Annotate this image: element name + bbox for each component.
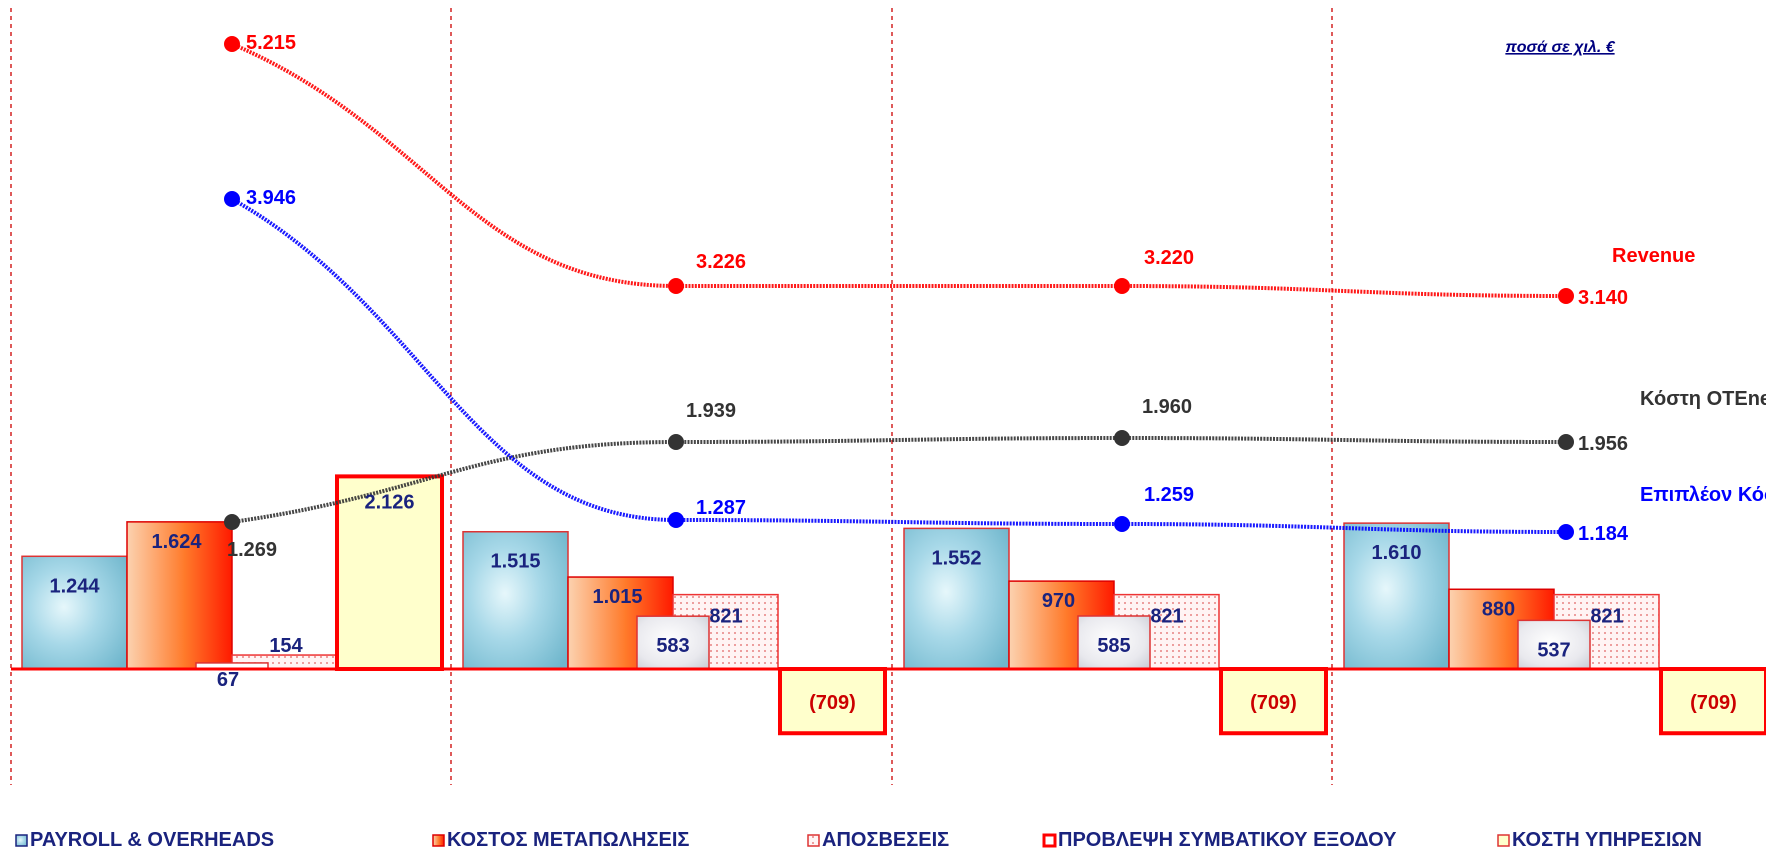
- line-series-name: Revenue: [1612, 245, 1695, 267]
- line-value-label: 5.215: [246, 32, 296, 54]
- legend-item-label: ΚΟΣΤΟΣ ΜΕΤΑΠΩΛΗΣΕΙΣ: [447, 829, 689, 851]
- line-value-label: 1.960: [1142, 396, 1192, 418]
- line-point: [1114, 430, 1130, 446]
- bar-services: [1517, 619, 1591, 670]
- line-value-label: 3.946: [246, 187, 296, 209]
- line-value-label: 1.184: [1578, 523, 1629, 545]
- bar-label-depreciation: 821: [1590, 606, 1623, 628]
- bar-label-services: 67: [217, 669, 239, 691]
- line-point: [1114, 516, 1130, 532]
- legend-item-label: PAYROLL & OVERHEADS: [30, 829, 274, 851]
- line-value-label: 3.220: [1144, 247, 1194, 269]
- line-value-label: 1.939: [686, 400, 736, 422]
- bar-label-cost-resale: 880: [1482, 598, 1515, 620]
- unit-note: ποσά σε χιλ. €: [1505, 39, 1615, 56]
- line-value-label: 1.956: [1578, 433, 1628, 455]
- lines: [224, 36, 1574, 540]
- group-separators: [10, 8, 1333, 785]
- line-point: [668, 512, 684, 528]
- bar-label-payroll: 1.610: [1371, 542, 1421, 564]
- line-value-label: 3.226: [696, 251, 746, 273]
- line-point: [1114, 278, 1130, 294]
- bar-provision: [1219, 667, 1328, 736]
- bar-payroll: [1343, 522, 1450, 670]
- bar-label-cost-resale: 1.015: [592, 586, 642, 608]
- legend-swatch: [1042, 833, 1057, 848]
- bar-services: [1077, 615, 1151, 670]
- bar-label-depreciation: 154: [269, 635, 303, 657]
- bar-label-payroll: 1.515: [490, 551, 540, 573]
- bar-provision: [778, 667, 887, 736]
- line-0: [231, 42, 1567, 298]
- legend-item-label: ΠΡΟΒΛΕΨΗ ΣΥΜΒΑΤΙΚΟΥ ΕΞΟΔΟΥ: [1058, 829, 1397, 851]
- line-point: [668, 434, 684, 450]
- bar-label-payroll: 1.552: [931, 547, 981, 569]
- line-point: [224, 514, 240, 530]
- line-point: [668, 278, 684, 294]
- line-value-label: 1.287: [696, 497, 746, 519]
- line-point: [1558, 524, 1574, 540]
- bar-label-provision: (709): [809, 692, 856, 714]
- line-2: [231, 197, 1567, 534]
- bar-label-cost-resale: 970: [1042, 590, 1075, 612]
- bar-payroll: [462, 530, 569, 670]
- bar-label-provision: (709): [1690, 692, 1737, 714]
- legend-item-label: ΚΟΣΤΗ ΥΠΗΡΕΣΙΩΝ: [1512, 829, 1702, 851]
- data-labels: 1.244 1.624 154 67 2.126 1.515 1.015 821 583 (709…: [49, 32, 1766, 714]
- bar-label-cost-resale: 1.624: [151, 531, 202, 553]
- bar-payroll: [21, 555, 128, 670]
- legend-swatch: [807, 834, 820, 847]
- legend-swatch: [1497, 834, 1510, 847]
- line-value-label: 1.269: [227, 539, 277, 561]
- bar-label-depreciation: 821: [1150, 606, 1183, 628]
- line-series-name: Κόστη OTEnet: [1640, 388, 1766, 410]
- line-value-label: 3.140: [1578, 287, 1628, 309]
- line-1: [231, 435, 1567, 524]
- bar-label-services: 583: [656, 635, 689, 657]
- bar-label-provision: (709): [1250, 692, 1297, 714]
- bar-label-services: 585: [1097, 635, 1130, 657]
- line-value-label: 1.259: [1144, 484, 1194, 506]
- line-point: [224, 191, 240, 207]
- line-point: [1558, 288, 1574, 304]
- line-series-name: Επιπλέον Κόστη: [1640, 484, 1766, 506]
- bar-label-payroll: 1.244: [49, 575, 100, 597]
- bar-label-services: 537: [1537, 639, 1570, 661]
- line-point: [224, 36, 240, 52]
- bar-provision: [335, 474, 444, 671]
- bar-cost-resale: [126, 521, 233, 670]
- line-point: [1558, 434, 1574, 450]
- legend-swatch: [432, 834, 445, 847]
- legend: PAYROLL & OVERHEADS ΚΟΣΤΟΣ ΜΕΤΑΠΩΛΗΣΕΙΣ ΑΠ…: [15, 829, 1702, 851]
- bar-label-provision: 2.126: [364, 491, 414, 513]
- legend-item-label: ΑΠΟΣΒΕΣΕΙΣ: [822, 829, 949, 851]
- bar-services: [636, 615, 710, 670]
- bar-label-depreciation: 821: [709, 606, 742, 628]
- bars: [21, 474, 1766, 736]
- legend-swatch: [15, 834, 28, 847]
